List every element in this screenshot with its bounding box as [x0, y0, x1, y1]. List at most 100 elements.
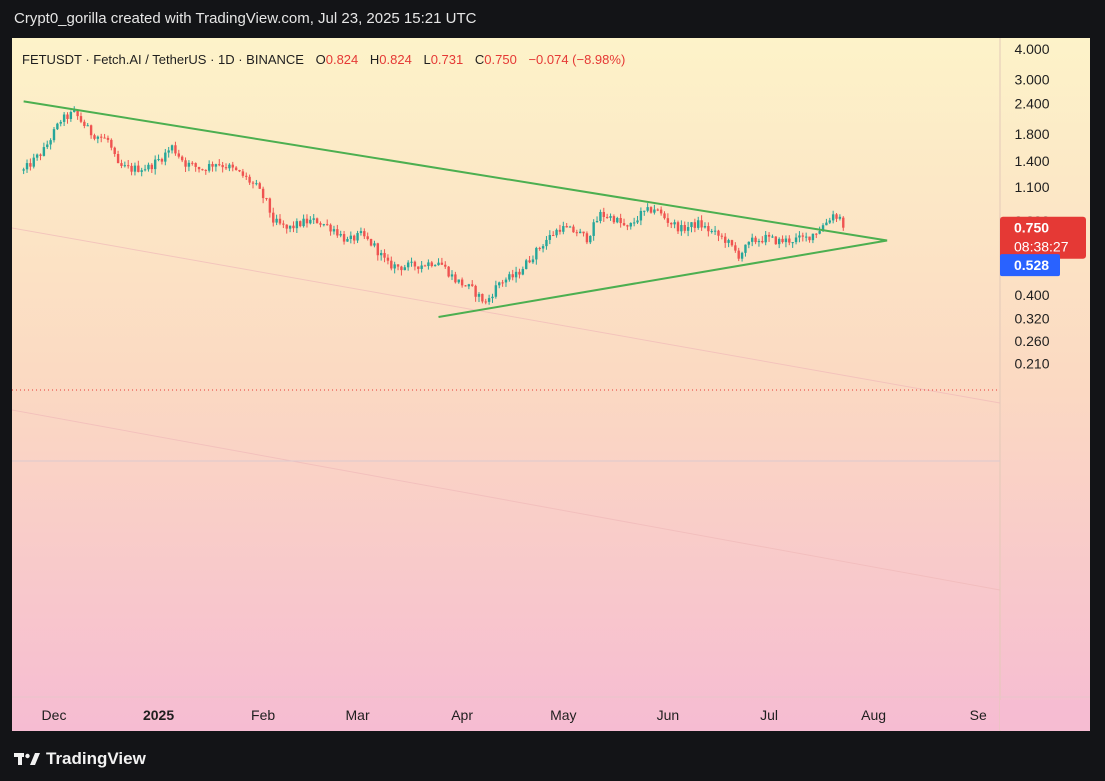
candle — [798, 231, 801, 243]
candle — [673, 219, 676, 229]
tradingview-brand: TradingView — [46, 749, 146, 768]
candle-body — [585, 233, 589, 243]
candle — [528, 256, 531, 264]
candle — [187, 160, 191, 172]
candle-body — [777, 238, 781, 245]
candle — [727, 238, 730, 248]
candle — [808, 236, 811, 243]
candle — [555, 228, 558, 238]
candle-body — [764, 234, 767, 243]
candle-body — [656, 209, 659, 211]
candle-body — [137, 165, 140, 172]
candle-body — [295, 221, 299, 229]
candle-body — [582, 231, 585, 234]
candle-body — [326, 224, 329, 226]
candle — [174, 141, 177, 156]
candle — [680, 220, 683, 236]
candle-body — [116, 153, 120, 164]
candle — [659, 206, 663, 216]
high-label: H — [370, 52, 379, 67]
candle-body — [369, 238, 373, 246]
candle-body — [842, 217, 845, 228]
candle — [191, 161, 194, 166]
candle-body — [349, 235, 353, 240]
candle-body — [619, 217, 622, 224]
candle-body — [487, 298, 491, 302]
candle — [471, 280, 474, 287]
candle-body — [272, 212, 275, 223]
high-value: 0.824 — [379, 52, 412, 67]
close-value: 0.750 — [484, 52, 517, 67]
candle — [137, 160, 140, 173]
candle — [481, 293, 484, 304]
candle-body — [265, 198, 268, 200]
candle — [228, 163, 231, 172]
candle-body — [754, 237, 757, 243]
candle — [379, 249, 383, 261]
candle — [299, 220, 302, 228]
candle-body — [103, 137, 106, 139]
candle — [494, 280, 498, 299]
candle — [639, 207, 643, 226]
candle — [76, 109, 79, 120]
last-price-value: 0.750 — [1014, 220, 1049, 236]
candle-body — [110, 139, 113, 148]
candle — [464, 284, 467, 287]
candle — [93, 133, 96, 141]
price-chart[interactable]: 4.0003.0002.4001.8001.4001.1000.8000.650… — [12, 38, 1090, 731]
candle-body — [639, 210, 643, 221]
candle — [622, 218, 626, 227]
candle-body — [197, 166, 201, 170]
change-value: −0.074 (−8.98%) — [528, 52, 625, 67]
candle-body — [312, 218, 315, 220]
candle-body — [471, 284, 474, 286]
candle-body — [234, 167, 238, 170]
candle-body — [784, 238, 788, 243]
candle — [194, 162, 197, 172]
candle — [477, 292, 481, 303]
candle — [707, 222, 710, 237]
candle-body — [86, 125, 89, 127]
candle — [788, 235, 791, 246]
candle — [410, 257, 413, 267]
candle-body — [164, 152, 167, 162]
candle — [221, 161, 224, 173]
chart-header: Crypt0_gorilla created with TradingView.… — [14, 10, 477, 27]
chart-background — [12, 38, 1090, 731]
candle — [724, 233, 727, 248]
time-tick-label: Aug — [861, 707, 886, 723]
candle — [160, 157, 164, 165]
candle — [589, 235, 592, 245]
candle-body — [275, 218, 278, 223]
candle-body — [130, 165, 133, 172]
candle — [565, 222, 568, 228]
candle-body — [96, 136, 100, 139]
candle-body — [757, 240, 761, 243]
price-tick-label: 0.260 — [1014, 333, 1049, 349]
candle — [147, 162, 150, 172]
candle-body — [494, 285, 498, 297]
time-tick-label: 2025 — [143, 707, 174, 723]
candle — [835, 212, 838, 223]
candle-body — [437, 262, 440, 266]
candle-body — [498, 282, 501, 286]
candle — [59, 119, 62, 127]
candle — [804, 232, 808, 242]
candle-body — [670, 222, 673, 225]
candle — [575, 229, 579, 237]
candle-body — [831, 214, 835, 221]
candle-body — [403, 267, 406, 271]
candle — [49, 138, 52, 150]
price-badges: 0.750 08:38:27 0.528 — [1000, 216, 1086, 277]
candle-body — [59, 121, 62, 124]
candle — [113, 146, 116, 157]
candle — [346, 236, 349, 242]
tradingview-logo-icon — [14, 753, 40, 765]
candle-body — [501, 282, 504, 284]
candle — [376, 242, 380, 261]
candle-body — [636, 220, 639, 223]
candle-body — [720, 235, 724, 237]
candle — [582, 231, 585, 237]
candle-body — [366, 236, 369, 239]
candle-body — [386, 257, 390, 261]
